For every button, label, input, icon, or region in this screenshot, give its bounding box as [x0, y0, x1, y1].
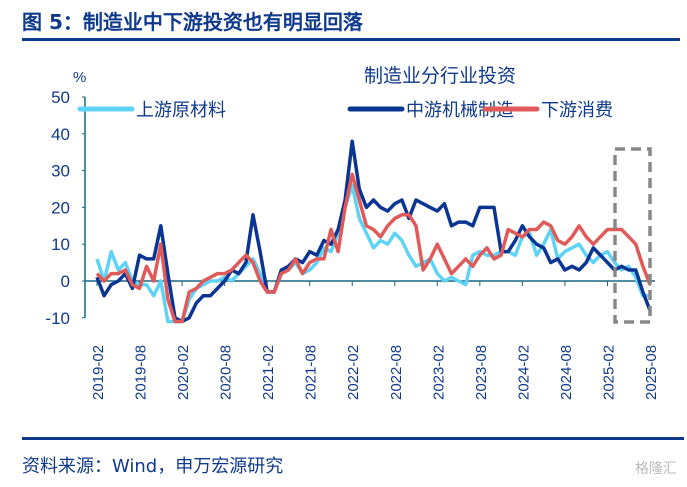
chart-title: 制造业分行业投资 [364, 65, 516, 87]
y-tick-label: -10 [45, 309, 70, 328]
x-tick-label: 2024-02 [515, 345, 532, 400]
x-tick-label: 2019-02 [90, 345, 107, 400]
figure-title: 图 5：制造业中下游投资也有明显回落 [22, 10, 363, 34]
y-axis-unit: % [73, 69, 86, 86]
x-tick-label: 2025-02 [600, 345, 617, 400]
y-tick-label: 30 [51, 162, 70, 181]
x-tick-label: 2020-08 [218, 345, 235, 400]
title-divider [22, 38, 680, 41]
y-tick-label: 0 [61, 272, 70, 291]
legend-label: 上游原材料 [136, 100, 226, 120]
series-line-1 [95, 183, 650, 324]
x-tick-label: 2023-02 [430, 345, 447, 400]
x-tick-label: 2021-02 [260, 345, 277, 400]
x-tick-label: 2022-02 [345, 345, 362, 400]
x-tick-label: 2025-08 [643, 345, 660, 400]
series-line-2 [95, 139, 652, 324]
highlight-box [613, 147, 652, 324]
line-chart: 制造业分行业投资 % -10 0 10 20 30 40 50 2019-02 2019-08 2… [45, 65, 660, 400]
footer-divider [22, 437, 684, 440]
x-tick-label: 2020-02 [175, 345, 192, 400]
legend-label: 下游消费 [541, 100, 613, 120]
x-tick-label: 2022-08 [388, 345, 405, 400]
x-tick-label: 2021-08 [303, 345, 320, 400]
y-tick-label: 10 [51, 235, 70, 254]
watermark-logo: 格隆汇 [635, 461, 677, 477]
y-tick-label: 40 [51, 125, 70, 144]
x-tick-label: 2023-08 [473, 345, 490, 400]
x-tick-label: 2024-08 [558, 345, 575, 400]
legend-label: 中游机械制造 [406, 100, 514, 120]
y-tick-label: 20 [51, 198, 70, 217]
y-tick-label: 50 [51, 88, 70, 107]
x-tick-label: 2019-08 [133, 345, 150, 400]
source-note: 资料来源：Wind，申万宏源研究 [22, 456, 284, 477]
series-line-3 [95, 172, 652, 324]
